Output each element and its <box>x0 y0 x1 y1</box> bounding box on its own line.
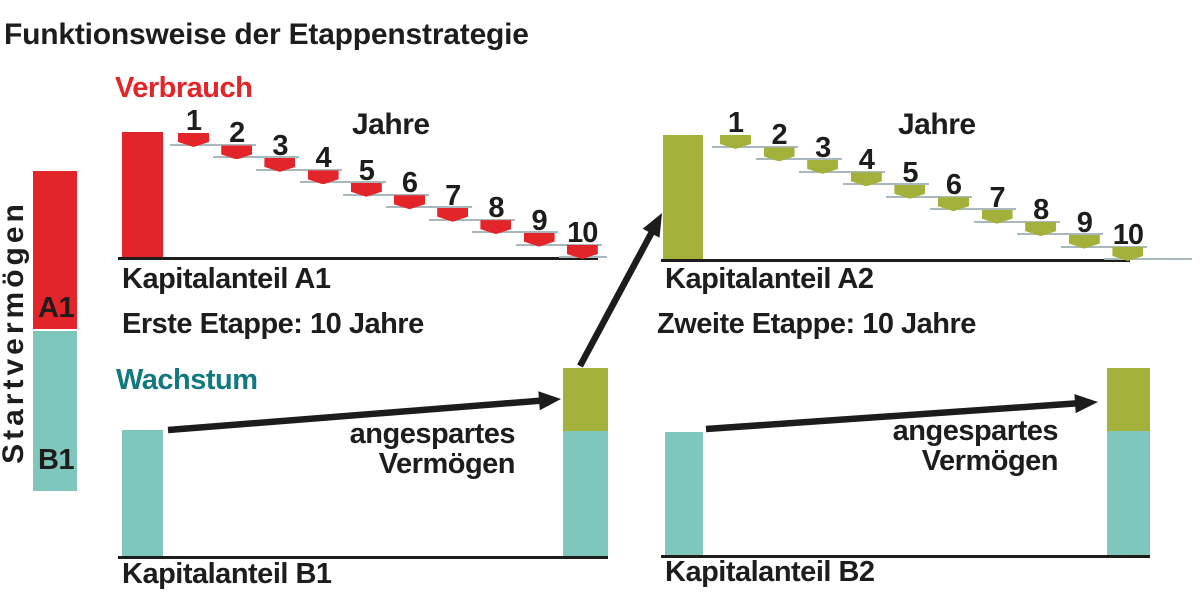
year-number: 8 <box>1033 194 1049 227</box>
kapitalanteil-b2-bar <box>665 432 703 556</box>
year-number: 5 <box>358 154 375 187</box>
saved-assets-label-2: angespartes Vermögen <box>861 415 1059 477</box>
jahre-label-a2: Jahre <box>898 108 976 141</box>
step-line <box>299 181 386 184</box>
wachstum-label: Wachstum <box>116 364 258 396</box>
withdrawal-step-marker <box>1112 247 1144 262</box>
start-bar-segment-b1 <box>33 331 77 491</box>
year-number: 3 <box>272 129 288 162</box>
baseline-a2 <box>661 259 1130 262</box>
withdrawal-step-marker <box>850 172 882 187</box>
saved-assets-bar-1-base-segment <box>563 431 608 557</box>
verbrauch-label: Verbrauch <box>115 72 253 104</box>
step-line <box>256 168 343 171</box>
step-line <box>973 220 1060 223</box>
year-number: 2 <box>771 119 788 152</box>
step-line <box>712 146 798 148</box>
year-number: 8 <box>488 192 504 225</box>
kapitalanteil-b1-label: Kapitalanteil B1 <box>122 558 332 590</box>
step-line <box>515 243 602 246</box>
zweite-etappe-label: Zweite Etappe: 10 Jahre <box>657 308 976 340</box>
withdrawal-step-marker <box>480 220 512 235</box>
year-number: 7 <box>989 181 1006 214</box>
withdrawal-step-marker <box>1068 234 1100 249</box>
kapitalanteil-a1-bar <box>122 132 163 258</box>
baseline-b2 <box>661 555 1150 558</box>
year-number: 9 <box>531 204 548 237</box>
year-number: 6 <box>401 167 418 200</box>
withdrawal-step-marker <box>178 133 209 147</box>
withdrawal-step-marker <box>264 157 296 172</box>
year-number: 9 <box>1076 206 1093 239</box>
saved-assets-bar-2-growth-segment <box>1107 368 1150 431</box>
withdrawal-step-marker <box>981 209 1013 224</box>
saved-assets-label-2-line2: Vermögen <box>921 444 1059 477</box>
saved-assets-label-1-line2: Vermögen <box>378 447 516 480</box>
page-title: Funktionsweise der Etappenstrategie <box>4 18 529 51</box>
baseline-b1 <box>118 556 608 559</box>
withdrawal-step-marker <box>221 145 253 160</box>
jahre-label-a1: Jahre <box>352 108 430 141</box>
step-line <box>342 193 429 196</box>
step-line <box>213 156 300 159</box>
year-number: 5 <box>902 156 918 189</box>
baseline-a1 <box>118 257 598 260</box>
kapitalanteil-b2-label: Kapitalanteil B2 <box>665 556 875 588</box>
withdrawal-step-marker <box>523 232 555 247</box>
year-number: 7 <box>445 179 461 212</box>
withdrawal-step-marker <box>437 207 469 222</box>
step-line <box>930 208 1016 211</box>
step-line <box>1017 233 1104 236</box>
erste-etappe-label: Erste Etappe: 10 Jahre <box>122 308 424 340</box>
step-line <box>386 206 472 209</box>
step-line <box>799 170 886 173</box>
year-number: 10 <box>567 217 598 250</box>
kapitalanteil-b1-bar <box>122 430 163 557</box>
start-segment-b1-label: B1 <box>38 444 75 476</box>
year-number: 1 <box>727 107 744 139</box>
step-line <box>170 144 256 146</box>
withdrawal-step-marker <box>1025 222 1057 237</box>
year-number: 3 <box>815 131 831 164</box>
saved-assets-label-2-line1: angespartes <box>892 415 1059 447</box>
step-line <box>1060 245 1147 248</box>
step-line <box>755 158 842 161</box>
start-segment-a1-label: A1 <box>38 292 75 324</box>
year-number: 4 <box>315 142 332 175</box>
withdrawal-step-marker <box>394 195 425 210</box>
step-line <box>1104 258 1193 261</box>
step-line <box>472 231 559 234</box>
withdrawal-step-marker <box>350 182 382 197</box>
step-line <box>429 218 516 221</box>
kapitalanteil-a2-bar <box>663 135 703 260</box>
withdrawal-step-marker <box>894 184 926 199</box>
year-number: 1 <box>185 105 202 137</box>
year-number: 10 <box>1112 219 1144 252</box>
step-line <box>886 195 973 198</box>
withdrawal-step-marker <box>307 170 339 185</box>
year-number: 6 <box>945 169 962 202</box>
saved-assets-label-1-line1: angespartes <box>349 418 516 450</box>
kapitalanteil-a2-label: Kapitalanteil A2 <box>665 263 874 295</box>
withdrawal-step-marker <box>807 159 839 174</box>
withdrawal-step-marker <box>938 197 969 212</box>
startvermoegen-label: Startvermögen <box>0 200 30 464</box>
year-number: 4 <box>858 144 875 177</box>
year-number: 2 <box>229 117 245 150</box>
saved-assets-label-1: angespartes Vermögen <box>318 418 516 480</box>
kapitalanteil-a1-label: Kapitalanteil A1 <box>122 263 331 295</box>
start-bar-segment-a1 <box>33 171 77 329</box>
saved-assets-bar-1-growth-segment <box>563 368 608 431</box>
step-line <box>842 183 929 186</box>
withdrawal-step-marker <box>720 135 751 149</box>
saved-assets-bar-2-base-segment <box>1107 431 1150 556</box>
withdrawal-step-marker <box>763 147 795 162</box>
